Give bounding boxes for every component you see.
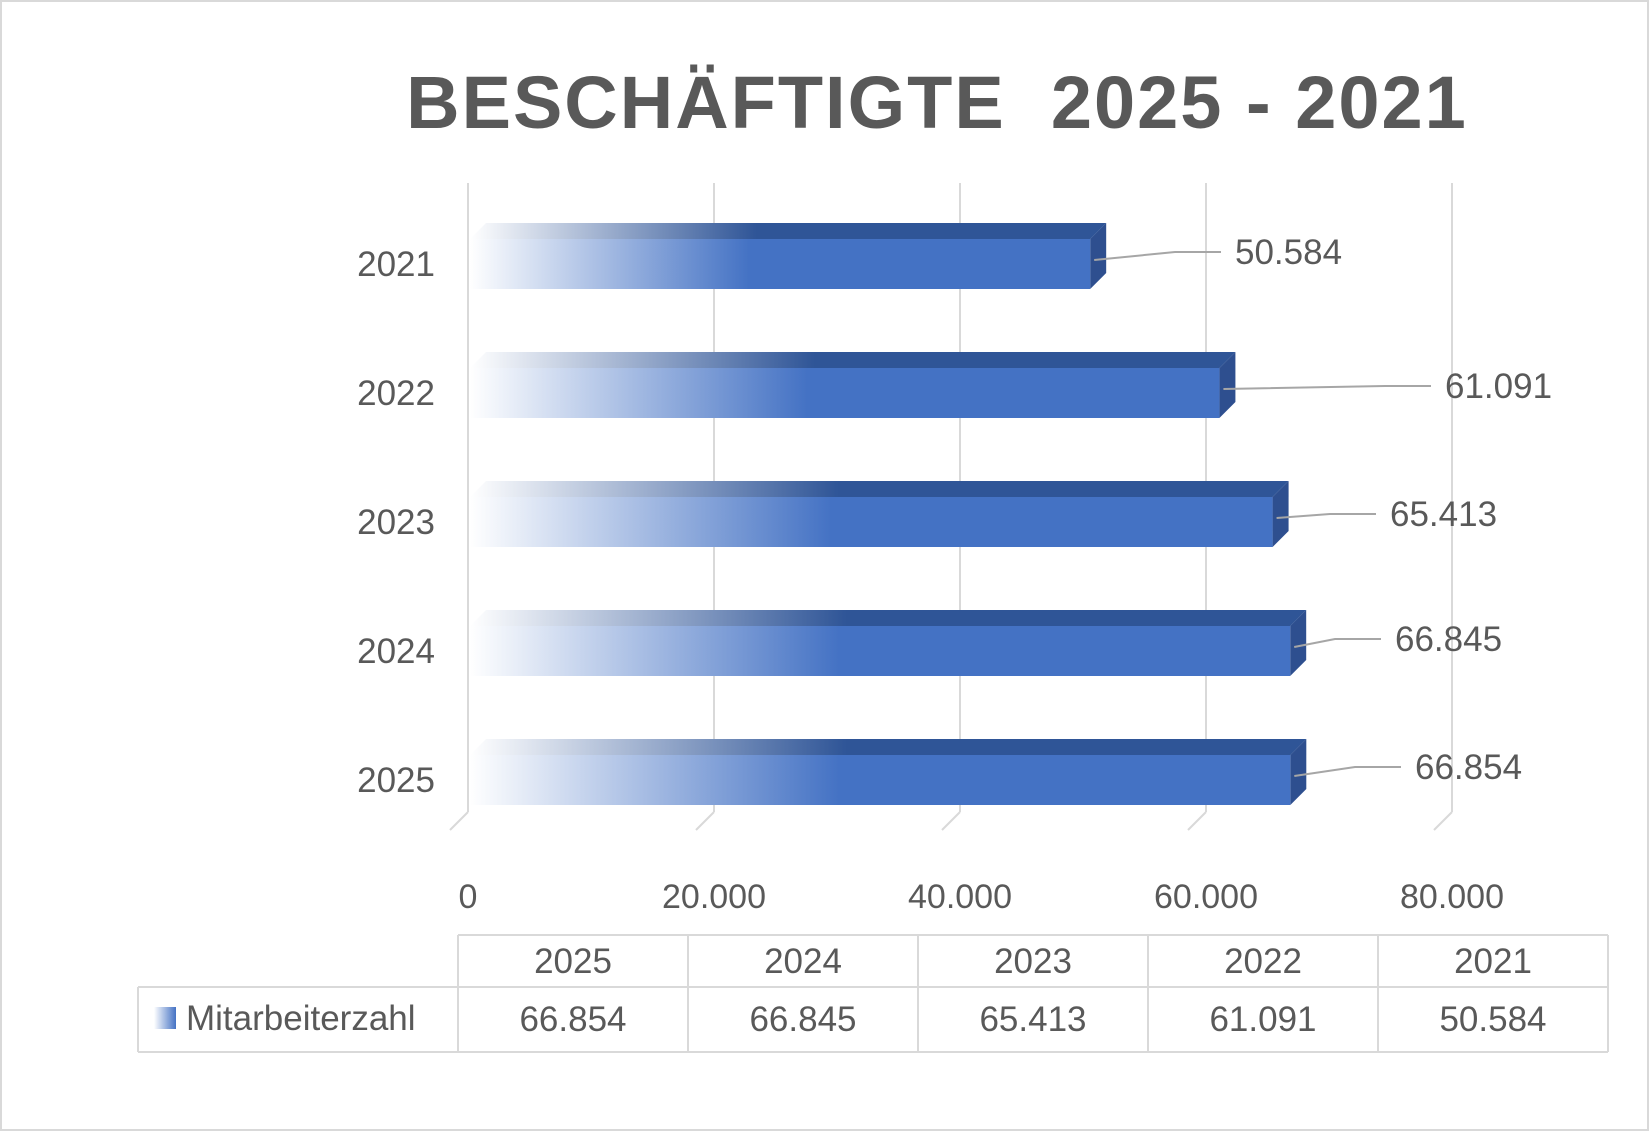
y-category-label: 2025 [357, 761, 435, 800]
bar [470, 497, 1273, 547]
gridline-floor [1187, 811, 1207, 831]
data-label: 50.584 [1235, 233, 1342, 272]
data-label: 65.413 [1390, 495, 1497, 534]
x-tick-label: 60.000 [1154, 878, 1258, 916]
table-value-cell: 61.091 [1209, 1000, 1316, 1039]
bar-top-face [470, 610, 1307, 626]
leader-line [1294, 638, 1381, 648]
y-category-label: 2022 [357, 374, 435, 413]
legend-series-name: Mitarbeiterzahl [186, 999, 416, 1038]
chart-title: BESCHÄFTIGTE 2025 - 2021 [406, 61, 1468, 144]
gridline-floor [941, 811, 961, 831]
bar-top-face [470, 739, 1307, 755]
table-value-cell: 66.854 [519, 1000, 626, 1039]
x-tick-label: 40.000 [908, 878, 1012, 916]
bar-side-face [1090, 223, 1107, 289]
x-tick-label: 80.000 [1400, 878, 1504, 916]
data-label: 66.845 [1395, 620, 1502, 659]
bar-top-face [470, 352, 1236, 368]
table-header-cell: 2022 [1224, 942, 1302, 981]
legend-key [154, 1007, 176, 1029]
bar [470, 368, 1220, 418]
x-tick-label: 20.000 [662, 878, 766, 916]
y-category-label: 2023 [357, 503, 435, 542]
gridline-floor [695, 811, 715, 831]
bar-top-face [470, 481, 1289, 497]
bar-top-face [470, 223, 1107, 239]
leader-line [1094, 251, 1221, 261]
bar [470, 755, 1291, 805]
bar-side-face [1272, 481, 1289, 547]
x-tick-label: 0 [459, 878, 478, 916]
y-category-label: 2024 [357, 632, 435, 671]
bar-side-face [1290, 739, 1307, 805]
table-value-cell: 65.413 [979, 1000, 1086, 1039]
table-header-cell: 2024 [764, 942, 842, 981]
table-value-cell: 50.584 [1439, 1000, 1546, 1039]
y-category-label: 2021 [357, 245, 435, 284]
gridline-floor [1433, 811, 1453, 831]
leader-line [1223, 385, 1431, 390]
data-label: 61.091 [1445, 367, 1552, 406]
table-header-cell: 2023 [994, 942, 1072, 981]
bar [470, 239, 1091, 289]
leader-line [1294, 766, 1401, 777]
leader-line [1276, 513, 1376, 519]
bar [470, 626, 1291, 676]
data-label: 66.854 [1415, 748, 1522, 787]
bar-side-face [1290, 610, 1307, 676]
table-value-cell: 66.845 [749, 1000, 856, 1039]
table-header-cell: 2025 [534, 942, 612, 981]
gridline-floor [449, 811, 469, 831]
table-header-cell: 2021 [1454, 942, 1532, 981]
bar-side-face [1219, 352, 1236, 418]
